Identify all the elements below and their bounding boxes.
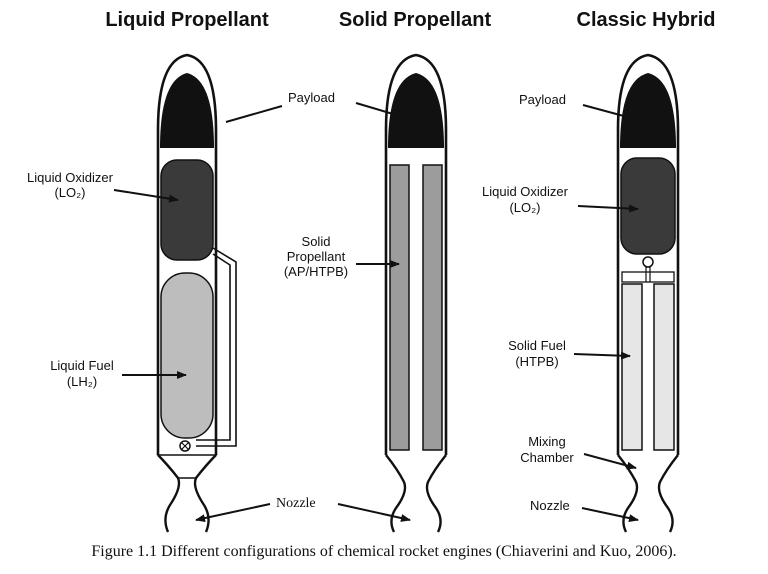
label-solid-3: (AP/HTPB) (284, 264, 348, 279)
label-nozzle-hybrid: Nozzle (530, 498, 570, 513)
label-lo2-liquid: (LO₂) (54, 185, 85, 200)
hybrid-rocket (616, 53, 680, 533)
liquid-nozzle (157, 454, 181, 533)
hybrid-payload (620, 73, 676, 148)
hybrid-fuel-right (653, 283, 675, 451)
label-payload-liquid: Payload (288, 90, 335, 105)
label-lh2: (LH₂) (67, 374, 97, 389)
liquid-fuel-tank (160, 272, 214, 439)
label-mixing-2: Chamber (520, 450, 574, 465)
liquid-payload (160, 73, 214, 148)
label-solid-fuel: Solid Fuel (508, 338, 566, 353)
solid-nozzle (385, 454, 407, 533)
solid-payload (388, 73, 444, 148)
label-solid-2: Propellant (287, 249, 346, 264)
label-lo2-hybrid: (LO₂) (509, 200, 540, 215)
label-solid-1: Solid (302, 234, 331, 249)
title-liquid: Liquid Propellant (105, 9, 269, 31)
title-hybrid: Classic Hybrid (577, 9, 716, 31)
solid-rocket (384, 53, 448, 533)
label-nozzle-center: Nozzle (276, 496, 316, 511)
label-mixing-1: Mixing (528, 434, 566, 449)
hybrid-injector (621, 271, 675, 283)
hybrid-valve-icon (642, 256, 654, 268)
label-liquid-oxidizer: Liquid Oxidizer (27, 170, 114, 185)
liquid-oxidizer-tank (160, 159, 214, 261)
label-liquid-fuel: Liquid Fuel (50, 358, 114, 373)
title-solid: Solid Propellant (339, 9, 492, 31)
label-hybrid-oxidizer: Liquid Oxidizer (482, 184, 569, 199)
solid-grain-right (422, 164, 443, 451)
label-payload-hybrid: Payload (519, 92, 566, 107)
solid-grain-left (389, 164, 410, 451)
liquid-rocket (156, 53, 237, 533)
label-htpb: (HTPB) (515, 354, 558, 369)
figure-caption: Figure 1.1 Different configurations of c… (91, 543, 677, 560)
hybrid-oxidizer-tank (620, 157, 676, 255)
hybrid-fuel-left (621, 283, 643, 451)
